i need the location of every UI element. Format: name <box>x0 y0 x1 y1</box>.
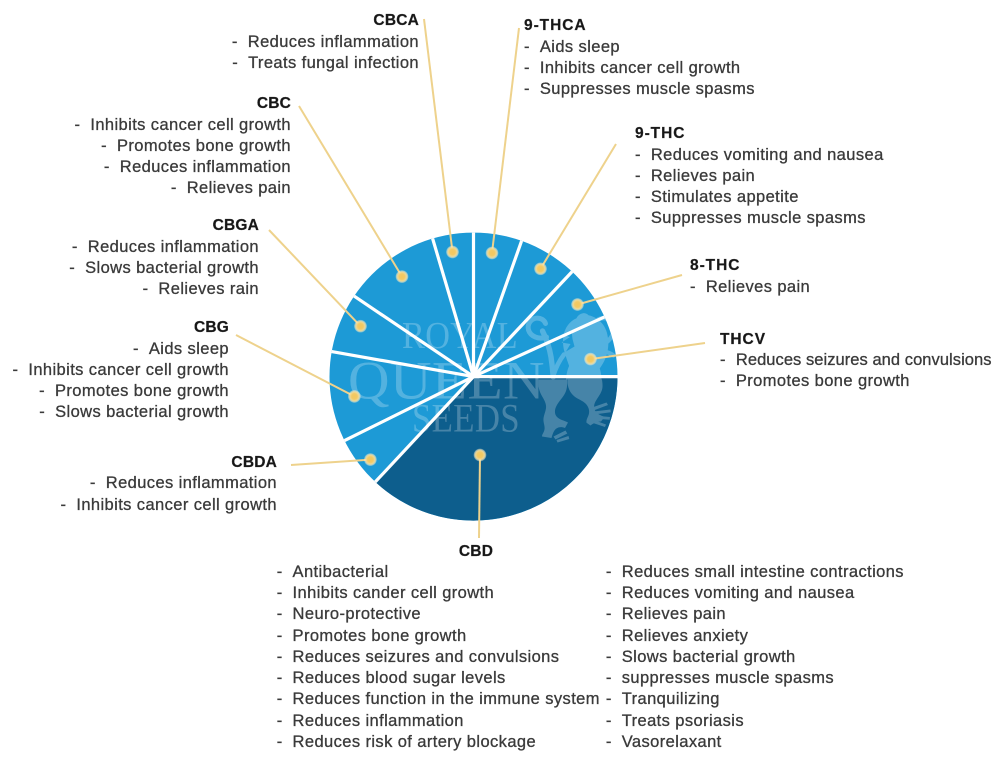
svg-text:SEEDS: SEEDS <box>412 396 520 441</box>
